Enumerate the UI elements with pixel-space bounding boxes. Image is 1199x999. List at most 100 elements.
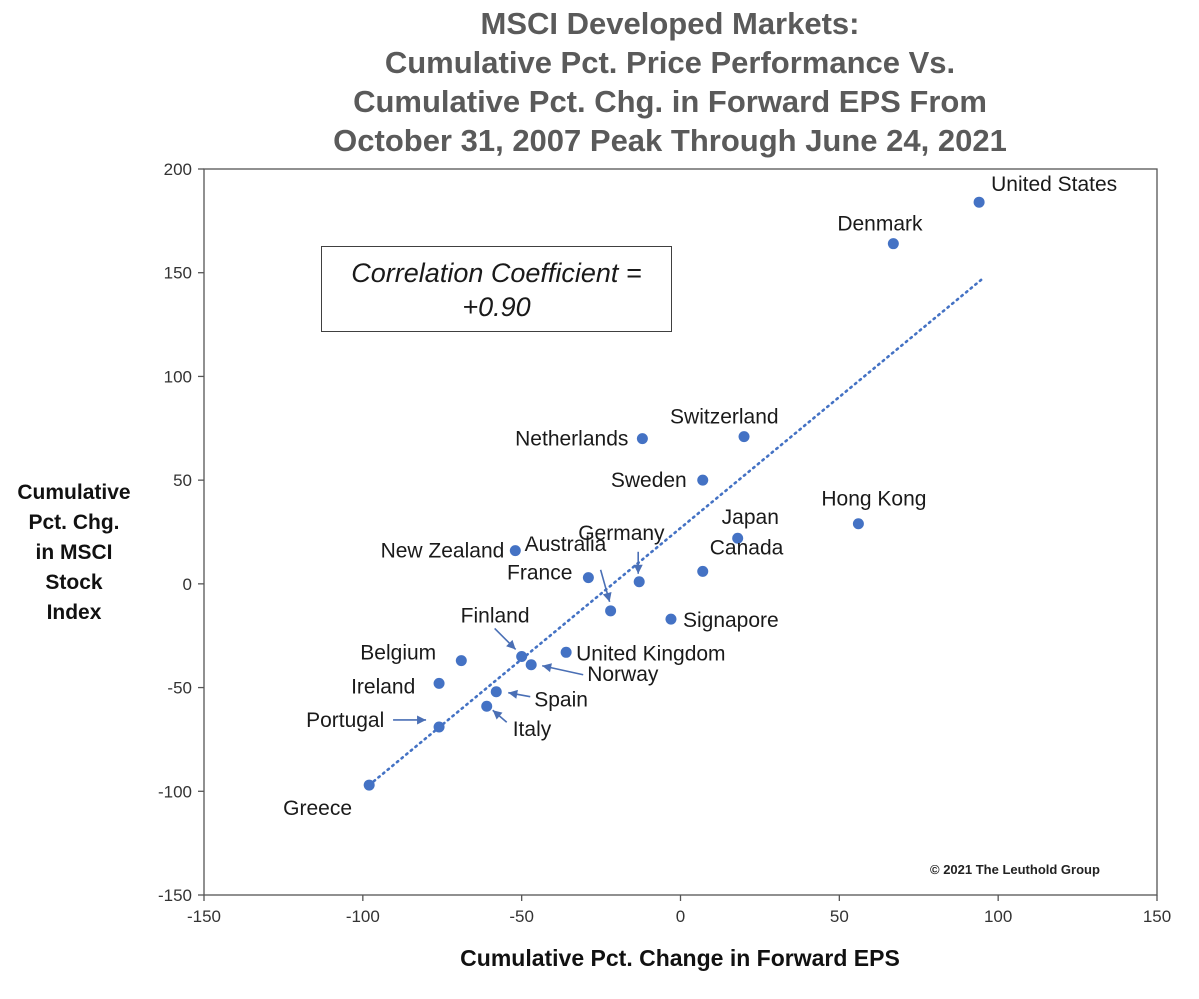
point-marker-netherlands: [636, 433, 648, 445]
point-label-hong-kong: Hong Kong: [821, 488, 926, 511]
y-tick-label: 150: [164, 264, 192, 283]
point-label-portugal: Portugal: [306, 709, 384, 732]
point-marker-united-kingdom: [560, 646, 572, 658]
point-label-australia: Australia: [525, 533, 607, 556]
point-denmark: Denmark: [837, 213, 923, 250]
arrow-head: [492, 710, 503, 720]
point-switzerland: Switzerland: [670, 406, 779, 443]
point-canada: Canada: [697, 536, 784, 577]
point-label-italy: Italy: [513, 718, 552, 741]
arrow-norway: [542, 663, 584, 676]
point-marker-denmark: [887, 238, 899, 250]
y-axis-label-line-5: Index: [46, 601, 102, 624]
x-tick-label: 50: [830, 907, 849, 926]
point-marker-norway: [525, 659, 537, 671]
point-label-canada: Canada: [710, 536, 784, 559]
point-new-zealand: New Zealand: [381, 540, 521, 563]
point-netherlands: Netherlands: [515, 428, 648, 451]
x-tick-label: -50: [509, 907, 534, 926]
correlation-value: +0.90: [462, 292, 531, 322]
point-label-france: France: [507, 562, 572, 585]
point-portugal: Portugal: [306, 709, 445, 733]
y-tick-label: -50: [167, 679, 192, 698]
point-norway: Norway: [525, 659, 659, 686]
x-tick-label: 150: [1143, 907, 1171, 926]
point-label-denmark: Denmark: [837, 213, 923, 236]
trendline: [367, 277, 984, 787]
arrow-head: [602, 591, 612, 602]
x-tick-label: 100: [984, 907, 1012, 926]
point-marker-ireland: [433, 677, 445, 689]
point-marker-signapore: [665, 613, 677, 625]
y-tick-label: 100: [164, 367, 192, 386]
point-hong-kong: Hong Kong: [821, 488, 926, 530]
arrow-head: [542, 663, 552, 673]
chart-title: MSCI Developed Markets: Cumulative Pct. …: [250, 4, 1090, 160]
point-marker-australia: [605, 605, 617, 617]
correlation-text: Correlation Coefficient =: [351, 258, 642, 288]
point-australia: Australia: [525, 533, 617, 617]
title-line-1: MSCI Developed Markets:: [480, 6, 860, 41]
arrows-group: [393, 551, 643, 725]
point-marker-japan: [732, 532, 744, 544]
x-tick-label: 0: [676, 907, 685, 926]
point-label-united-kingdom: United Kingdom: [576, 642, 725, 665]
arrow-head: [508, 689, 518, 699]
point-marker-spain: [490, 686, 502, 698]
point-label-ireland: Ireland: [351, 675, 415, 698]
point-label-switzerland: Switzerland: [670, 406, 779, 429]
point-signapore: Signapore: [665, 609, 779, 632]
point-germany: Germany: [578, 522, 665, 588]
point-marker-new-zealand: [509, 545, 521, 557]
title-line-4: October 31, 2007 Peak Through June 24, 2…: [333, 123, 1007, 158]
point-marker-france: [582, 572, 594, 584]
point-japan: Japan: [722, 506, 779, 544]
point-united-states: United States: [973, 173, 1117, 208]
point-greece: Greece: [283, 779, 375, 820]
point-marker-belgium: [455, 655, 467, 667]
correlation-box: Correlation Coefficient = +0.90: [321, 246, 672, 332]
x-axis-label: Cumulative Pct. Change in Forward EPS: [460, 945, 900, 971]
point-italy: Italy: [481, 700, 552, 741]
arrow-head: [633, 564, 643, 574]
point-marker-greece: [363, 779, 375, 791]
point-finland: Finland: [461, 604, 530, 662]
arrow-portugal: [393, 715, 427, 725]
point-marker-portugal: [433, 721, 445, 733]
x-tick-label: -100: [346, 907, 380, 926]
arrow-australia: [599, 569, 612, 603]
arrow-italy: [492, 709, 508, 723]
point-label-sweden: Sweden: [611, 469, 687, 492]
point-label-germany: Germany: [578, 522, 665, 545]
y-tick-label: 0: [183, 575, 192, 594]
points-group: United States Denmark Switzerland Netherlan…: [283, 173, 1117, 820]
y-axis-label-line-2: Pct. Chg.: [28, 511, 120, 534]
point-france: France: [507, 562, 594, 585]
title-line-3: Cumulative Pct. Chg. in Forward EPS From: [353, 84, 987, 119]
point-marker-united-states: [973, 196, 985, 208]
point-marker-finland: [516, 650, 528, 662]
y-axis-label-line-1: Cumulative: [17, 481, 131, 504]
arrow-spain: [508, 689, 531, 699]
point-marker-germany: [633, 576, 645, 588]
point-marker-italy: [481, 700, 493, 712]
x-tick-label: -150: [187, 907, 221, 926]
point-label-new-zealand: New Zealand: [381, 540, 505, 563]
arrow-head: [506, 639, 516, 650]
y-tick-label: -150: [158, 886, 192, 905]
point-ireland: Ireland: [351, 675, 445, 698]
point-label-finland: Finland: [461, 604, 530, 627]
trendline-group: [367, 277, 984, 787]
y-axis-label-line-3: in MSCI: [35, 541, 113, 564]
point-belgium: Belgium: [360, 642, 467, 667]
arrow-germany: [633, 551, 643, 574]
y-axis-label-line-4: Stock: [45, 571, 103, 594]
y-tick-label: 50: [173, 471, 192, 490]
point-united-kingdom: United Kingdom: [560, 642, 726, 665]
arrow-finland: [494, 627, 517, 651]
point-label-netherlands: Netherlands: [515, 428, 628, 451]
arrow-head: [417, 715, 427, 725]
point-marker-switzerland: [738, 431, 750, 443]
point-label-norway: Norway: [587, 663, 659, 686]
